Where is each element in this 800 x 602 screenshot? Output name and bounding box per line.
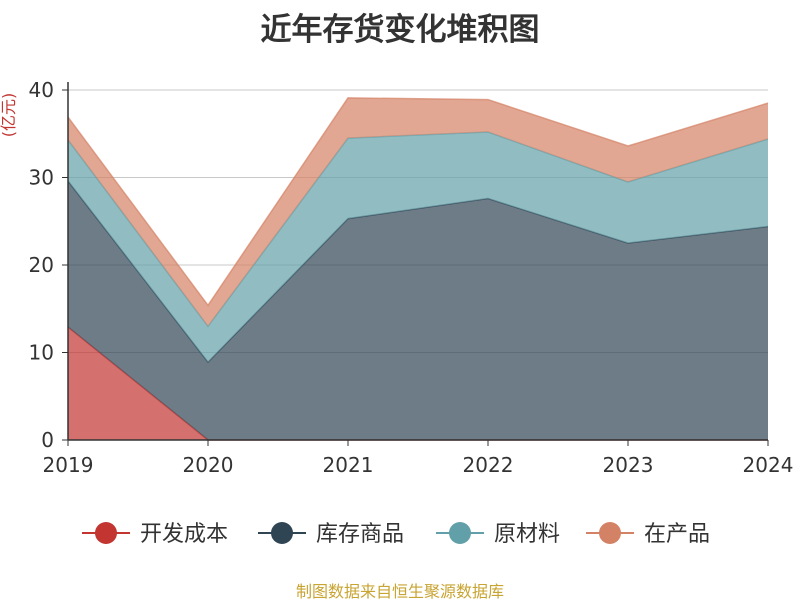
legend-item-3[interactable]: 原材料 bbox=[436, 522, 560, 547]
y-tick-label: 10 bbox=[29, 341, 54, 365]
x-tick-label: 2023 bbox=[603, 453, 654, 477]
x-tick-label: 2020 bbox=[183, 453, 234, 477]
legend-label: 原材料 bbox=[494, 522, 560, 547]
source-note: 制图数据来自恒生聚源数据库 bbox=[295, 582, 504, 601]
x-tick-label: 2024 bbox=[743, 453, 794, 477]
area-series-layer bbox=[67, 97, 769, 441]
area-4 bbox=[68, 97, 768, 327]
y-tick-label: 30 bbox=[29, 166, 54, 190]
legend[interactable]: 开发成本 库存商品 原材料 在产品 bbox=[82, 522, 710, 547]
area-2 bbox=[68, 181, 768, 440]
axes: 0 10 20 30 40 2019 2020 2021 2022 2023 2024 (亿元) bbox=[0, 78, 793, 477]
legend-label: 库存商品 bbox=[316, 522, 404, 547]
x-tick-label: 2022 bbox=[463, 453, 514, 477]
legend-item-1[interactable]: 开发成本 bbox=[82, 522, 228, 547]
legend-marker bbox=[271, 522, 293, 544]
area-1 bbox=[68, 327, 768, 440]
y-tick-label: 40 bbox=[29, 78, 54, 102]
area-3 bbox=[68, 132, 768, 363]
x-tick-label: 2019 bbox=[43, 453, 94, 477]
legend-item-2[interactable]: 库存商品 bbox=[258, 522, 404, 547]
legend-label: 开发成本 bbox=[140, 522, 228, 547]
legend-label: 在产品 bbox=[644, 522, 710, 547]
x-tick-label: 2021 bbox=[323, 453, 374, 477]
legend-marker bbox=[599, 522, 621, 544]
y-axis-unit-label: (亿元) bbox=[0, 93, 18, 138]
legend-marker bbox=[449, 522, 471, 544]
y-tick-label: 20 bbox=[29, 253, 54, 277]
legend-marker bbox=[95, 522, 117, 544]
area-edge-4 bbox=[67, 97, 769, 307]
y-tick-label: 0 bbox=[41, 428, 54, 452]
legend-item-4[interactable]: 在产品 bbox=[586, 522, 710, 547]
chart-title: 近年存货变化堆积图 bbox=[260, 12, 540, 48]
